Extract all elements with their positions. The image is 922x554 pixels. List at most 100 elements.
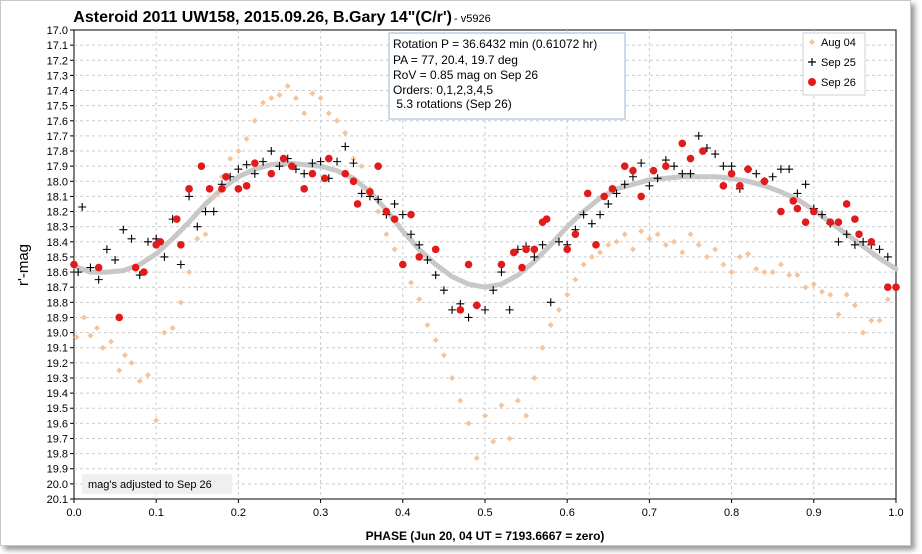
data-point-sep-26 [205,185,214,193]
data-point-sep-26 [736,182,744,190]
y-tick-label: 17.2 [47,55,68,67]
data-point-sep-26 [777,207,785,216]
data-point-aug-04 [99,344,106,351]
y-tick-labels: 17.0 17.1 17.2 17.3 17.4 17.5 17.6 17.7 17.8 17.9… [47,25,68,506]
data-point-aug-04 [391,246,398,253]
data-point-sep-26 [851,215,859,223]
chart-subtitle: - v5926 [454,13,491,25]
data-point-aug-04 [317,95,324,102]
data-point-sep-26 [300,185,308,193]
x-tick-label: 0.5 [477,507,492,519]
data-point-sep-25 [250,169,259,178]
data-point-sep-25 [300,169,309,178]
data-point-sep-26 [583,189,592,198]
data-point-aug-04 [227,155,234,162]
data-point-sep-25 [776,165,785,174]
data-point-aug-04 [884,296,891,303]
y-tick-label: 17.1 [47,40,68,52]
annotation-line-5: 5.3 rotations (Sep 26) [393,97,512,111]
data-point-sep-26 [608,185,617,193]
data-point-sep-25 [275,162,284,171]
data-point-aug-04 [169,325,176,332]
annotation-line-1: Rotation P = 36.6432 min (0.61072 hr) [393,37,597,51]
series-aug-04-points [73,82,891,462]
y-tick-label: 17.6 [47,116,68,128]
x-tick-label: 0.7 [642,507,657,519]
data-point-sep-25 [818,210,827,219]
y-axis-label: r'-mag [15,244,32,286]
adjustment-note: mag's adjusted to Sep 26 [82,474,232,494]
y-tick-label: 19.8 [47,449,68,461]
data-point-sep-25 [785,165,794,174]
data-point-aug-04 [408,279,415,286]
data-point-aug-04 [613,238,620,245]
legend-marker-sep-25 [808,58,816,66]
note-box [82,474,232,494]
data-point-aug-04 [695,241,702,248]
data-point-aug-04 [292,95,299,102]
data-point-aug-04 [761,269,768,276]
data-point-sep-25 [752,169,761,178]
data-point-sep-26 [177,241,185,249]
y-tick-label: 19.4 [47,388,68,400]
data-point-aug-04 [720,261,727,268]
data-point-aug-04 [736,253,743,260]
data-point-aug-04 [860,329,867,336]
data-point-sep-26 [115,313,124,322]
y-tick-label: 18.6 [47,267,68,279]
data-point-sep-26 [279,154,288,163]
data-point-sep-25 [538,240,547,249]
data-point-sep-25 [349,159,358,168]
data-point-sep-26 [415,253,424,261]
data-point-aug-04 [876,317,883,324]
data-point-aug-04 [194,235,201,242]
fit-curve [71,160,899,290]
data-point-sep-25 [612,189,621,198]
data-point-sep-25 [546,298,555,307]
data-point-sep-25 [686,169,695,178]
y-tick-label: 17.0 [47,25,68,37]
data-point-sep-26 [530,245,539,254]
data-point-sep-25 [448,305,457,314]
data-point-aug-04 [350,155,357,162]
y-tick-label: 17.9 [47,161,68,173]
data-point-sep-26 [522,245,530,254]
data-point-sep-26 [509,248,518,257]
data-point-sep-25 [242,160,251,169]
data-point-sep-25 [234,165,243,174]
data-point-sep-26 [267,169,276,178]
data-point-sep-25 [102,245,111,254]
data-point-sep-26 [629,166,637,175]
data-point-aug-04 [555,306,562,313]
data-point-sep-25 [439,286,448,295]
data-point-sep-26 [883,283,892,291]
y-tick-label: 17.8 [47,146,68,158]
data-point-sep-26 [325,154,333,163]
data-point-sep-26 [94,263,103,272]
data-point-sep-25 [160,252,169,261]
data-point-aug-04 [121,352,128,359]
data-point-sep-26 [719,182,728,190]
data-point-sep-26 [472,301,481,310]
data-point-sep-25 [374,195,383,204]
data-point-sep-25 [727,162,736,171]
y-tick-label: 18.9 [47,312,68,324]
data-point-sep-25 [423,255,432,264]
data-point-sep-26 [649,166,658,175]
data-point-sep-25 [554,237,563,246]
data-point-sep-25 [193,222,202,231]
y-tick-label: 18.1 [47,191,68,203]
data-point-aug-04 [703,253,710,260]
data-point-sep-26 [222,172,230,181]
x-tick-label: 0.6 [560,507,575,519]
data-point-aug-04 [94,325,101,332]
series-sep-26-points [70,139,900,322]
data-point-sep-26 [867,238,876,246]
y-tick-label: 17.3 [47,70,68,82]
data-point-aug-04 [777,261,784,268]
data-point-sep-25 [530,252,539,261]
data-point-sep-25 [497,268,506,277]
y-tick-label: 17.4 [47,86,68,98]
data-point-sep-26 [789,197,798,205]
legend-marker-aug-04 [809,39,815,45]
